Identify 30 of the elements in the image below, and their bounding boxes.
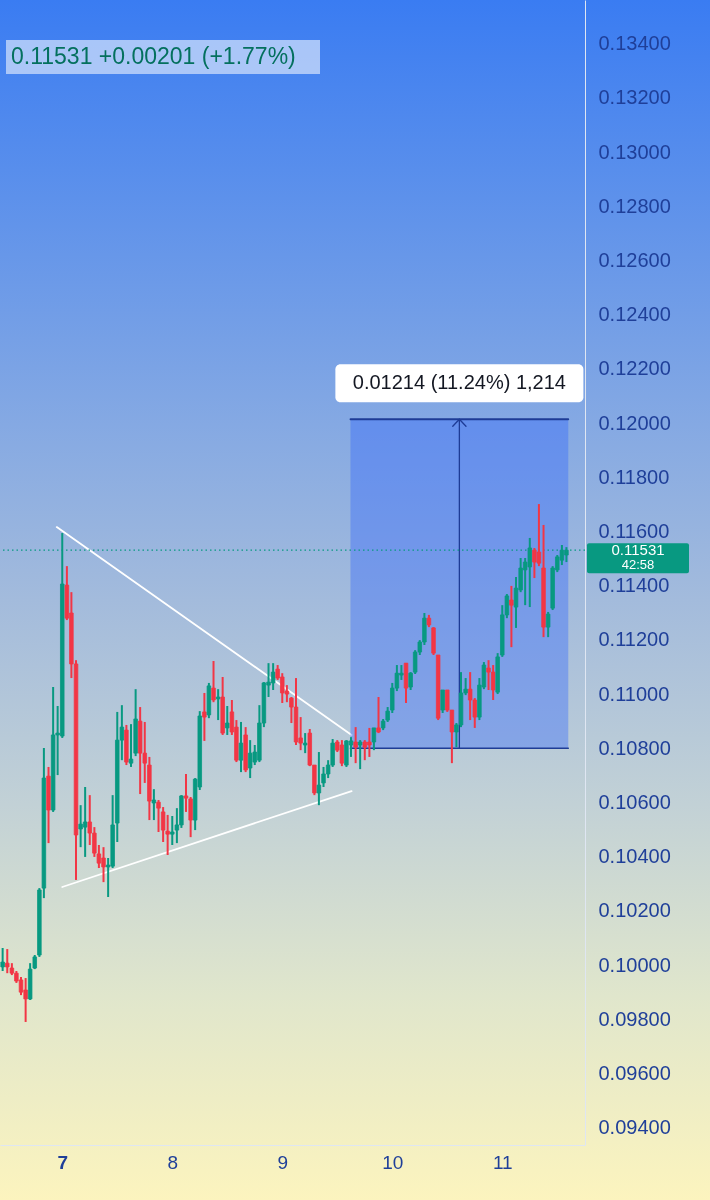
y-tick-label: 0.13000 bbox=[598, 140, 671, 163]
x-tick-label: 11 bbox=[492, 1151, 513, 1173]
y-tick-label: 0.12600 bbox=[598, 248, 671, 271]
y-tick-label: 0.09400 bbox=[598, 1116, 671, 1139]
y-tick-label: 0.10800 bbox=[598, 736, 671, 759]
y-tick-label: 0.10200 bbox=[598, 899, 671, 922]
y-tick-label: 0.10000 bbox=[598, 953, 671, 976]
y-tick-label: 0.11600 bbox=[598, 519, 670, 542]
y-tick-label: 0.11400 bbox=[598, 574, 670, 597]
y-tick-label: 0.13200 bbox=[598, 86, 671, 109]
y-tick-label: 0.11000 bbox=[598, 682, 670, 705]
y-tick-label: 0.13400 bbox=[598, 32, 671, 55]
y-tick-label: 0.12000 bbox=[598, 411, 671, 434]
x-tick-label: 9 bbox=[277, 1151, 289, 1173]
x-tick-label: 7 bbox=[57, 1151, 69, 1173]
ref-line-label: 0.11531 bbox=[611, 541, 665, 559]
y-tick-label: 0.11200 bbox=[598, 628, 670, 651]
y-tick-label: 0.12200 bbox=[598, 357, 671, 380]
text: 0.11531 +0.00201 (+1.77%) bbox=[11, 43, 296, 69]
y-tick-label: 0.09600 bbox=[598, 1061, 671, 1084]
y-tick-label: 0.10400 bbox=[598, 845, 671, 868]
y-tick-label: 0.12800 bbox=[598, 194, 671, 217]
x-tick-label: 10 bbox=[382, 1151, 404, 1173]
annotation: 0.01214 (11.24%) 1,214 bbox=[352, 371, 566, 394]
y-tick-label: 0.09800 bbox=[598, 1007, 671, 1030]
x-tick-label: 8 bbox=[167, 1151, 179, 1173]
y-tick-label: 0.11800 bbox=[598, 465, 670, 488]
y-tick-label: 0.12400 bbox=[598, 303, 671, 326]
y-tick-label: 0.10600 bbox=[598, 790, 671, 813]
text: 42:58 bbox=[621, 557, 655, 573]
